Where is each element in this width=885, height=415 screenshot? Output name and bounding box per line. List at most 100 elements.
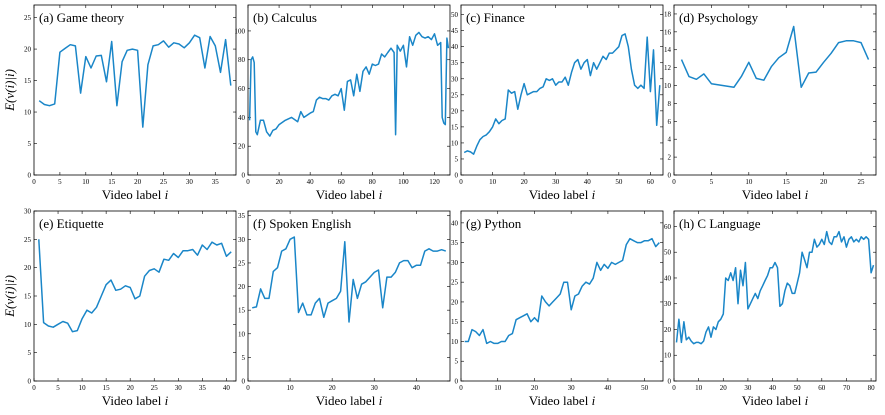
x-tick-label: 10 [79, 384, 87, 392]
x-tick-label: 10 [287, 384, 295, 392]
x-tick-label: 30 [371, 384, 379, 392]
x-tick-label: 0 [246, 178, 250, 186]
x-tick-label: 40 [307, 178, 315, 186]
x-tick-label: 0 [459, 384, 463, 392]
y-tick-label: 0 [668, 378, 672, 386]
x-tick-label: 20 [820, 178, 828, 186]
y-tick-label: 5 [455, 155, 459, 163]
y-tick-label: 12 [664, 64, 672, 72]
y-axis-label: E(v(i)|i) [2, 69, 17, 112]
x-tick-label: 5 [710, 178, 714, 186]
x-tick-label: 0 [459, 178, 463, 186]
y-tick-label: 10 [664, 82, 672, 90]
x-tick-label: 60 [647, 178, 655, 186]
subplot-title: (d) Psychology [679, 10, 759, 25]
plot-frame [33, 210, 237, 382]
x-tick-label: 5 [58, 178, 62, 186]
y-tick-label: 35 [451, 239, 459, 247]
x-tick-label: 20 [127, 384, 135, 392]
y-tick-label: 20 [24, 264, 32, 272]
y-tick-label: 40 [451, 43, 459, 51]
y-tick-label: 10 [24, 109, 32, 117]
x-tick-label: 30 [744, 384, 752, 392]
subplot-2: 0 20 40 60 80 100 120 0 20 40 60 80 100 (b) Calculus V… [235, 4, 451, 202]
y-tick-label: 15 [451, 123, 459, 131]
x-tick-label: 40 [413, 384, 421, 392]
y-tick-label: 20 [664, 326, 672, 334]
y-tick-label: 10 [24, 321, 32, 329]
subplot-title: (b) Calculus [253, 10, 317, 25]
series-line [463, 33, 661, 155]
x-tick-label: 5 [56, 384, 60, 392]
x-tick-label: 80 [868, 384, 876, 392]
plot-frame [247, 210, 451, 382]
subplot-title: (f) Spoken English [253, 216, 352, 231]
y-tick-label: 16 [664, 28, 672, 36]
y-tick-label: 45 [451, 27, 459, 35]
y-tick-label: 25 [451, 91, 459, 99]
y-tick-label: 20 [238, 143, 246, 151]
y-tick-label: 5 [242, 354, 246, 362]
y-tick-label: 60 [664, 223, 672, 231]
x-tick-label: 25 [160, 178, 168, 186]
y-tick-label: 30 [238, 236, 246, 244]
x-tick-label: 40 [223, 384, 231, 392]
y-tick-label: 5 [28, 140, 32, 148]
y-tick-label: 0 [668, 172, 672, 180]
x-tick-label: 30 [568, 384, 576, 392]
x-tick-label: 20 [134, 178, 142, 186]
x-axis-label: Video label i [316, 187, 383, 202]
y-tick-label: 0 [242, 378, 246, 386]
series-line [464, 237, 660, 345]
x-tick-label: 0 [246, 384, 250, 392]
y-tick-label: 20 [238, 283, 246, 291]
y-tick-label: 18 [664, 10, 672, 18]
subplot-8: 0 10 20 30 40 50 60 70 80 0 10 20 30 40 50 60 (h) C Lang… [664, 210, 877, 408]
x-tick-label: 60 [338, 178, 346, 186]
y-tick-label: 5 [455, 358, 459, 366]
x-tick-label: 30 [175, 384, 183, 392]
y-tick-label: 0 [455, 172, 459, 180]
y-tick-label: 8 [668, 100, 672, 108]
y-tick-label: 25 [24, 236, 32, 244]
y-tick-label: 25 [238, 259, 246, 267]
y-tick-label: 50 [451, 11, 459, 19]
y-tick-label: 2 [668, 154, 672, 162]
x-tick-label: 20 [329, 384, 337, 392]
y-tick-label: 0 [28, 378, 32, 386]
x-tick-label: 20 [531, 384, 539, 392]
y-tick-label: 40 [451, 219, 459, 227]
y-tick-label: 25 [451, 279, 459, 287]
y-tick-label: 35 [238, 212, 246, 220]
y-tick-label: 40 [238, 114, 246, 122]
x-tick-label: 80 [369, 178, 377, 186]
plot-frame [673, 210, 877, 382]
y-tick-label: 30 [24, 208, 32, 216]
x-tick-label: 50 [794, 384, 802, 392]
x-tick-label: 50 [615, 178, 623, 186]
x-tick-label: 70 [843, 384, 851, 392]
series-line [680, 25, 870, 89]
x-tick-label: 10 [745, 178, 753, 186]
y-tick-label: 25 [24, 14, 32, 22]
y-tick-label: 14 [664, 46, 672, 54]
series-line [252, 236, 447, 323]
x-tick-label: 20 [720, 384, 728, 392]
x-tick-label: 20 [276, 178, 284, 186]
y-tick-label: 6 [668, 118, 672, 126]
y-tick-label: 0 [242, 172, 246, 180]
x-tick-label: 35 [199, 384, 207, 392]
y-tick-label: 5 [28, 349, 32, 357]
y-axis-label: E(v(i)|i) [2, 275, 17, 318]
x-axis-label: Video label i [742, 187, 809, 202]
series-line [675, 230, 875, 345]
x-tick-label: 20 [521, 178, 529, 186]
plot-frame [460, 210, 664, 382]
y-tick-label: 30 [451, 259, 459, 267]
y-tick-label: 60 [238, 85, 246, 93]
x-tick-label: 25 [151, 384, 159, 392]
y-tick-label: 100 [235, 27, 246, 35]
subplot-4: 0 5 10 15 20 25 0 2 4 6 8 10 12 14 16 18 (d) Psychology V… [664, 4, 877, 202]
y-tick-label: 20 [451, 107, 459, 115]
